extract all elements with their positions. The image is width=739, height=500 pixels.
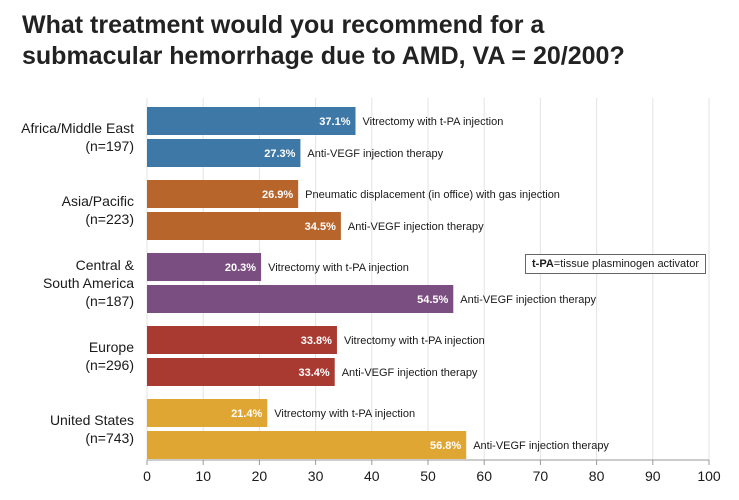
bar (147, 326, 337, 354)
region-label: Africa/Middle East (21, 120, 134, 136)
bar-value-label: 21.4% (231, 408, 262, 420)
x-tick-label: 10 (195, 468, 211, 484)
bar-value-label: 54.5% (417, 294, 448, 306)
region-label: Central & (76, 257, 135, 273)
region-label: (n=187) (85, 293, 134, 309)
x-tick-label: 70 (533, 468, 549, 484)
bar-value-label: 33.4% (299, 367, 330, 379)
title-line-2: submacular hemorrhage due to AMD, VA = 2… (22, 42, 625, 70)
x-tick-label: 20 (252, 468, 268, 484)
bar (147, 180, 299, 208)
bar-value-label: 27.3% (264, 148, 295, 160)
x-tick-label: 40 (364, 468, 380, 484)
bar (147, 431, 467, 459)
bar (147, 358, 335, 386)
abbreviation-note: t-PA=tissue plasminogen activator (525, 254, 707, 274)
chart-title: What treatment would you recommend for a… (22, 10, 722, 72)
x-tick-label: 30 (308, 468, 324, 484)
bar (147, 253, 262, 281)
note-text: =tissue plasminogen activator (553, 258, 700, 270)
bar-treatment-label: Vitrectomy with t-PA injection (274, 408, 415, 420)
x-tick-label: 80 (589, 468, 605, 484)
bar (147, 107, 356, 135)
region-label: (n=197) (85, 138, 134, 154)
bar-treatment-label: Vitrectomy with t-PA injection (344, 335, 485, 347)
bar-value-label: 56.8% (430, 440, 461, 452)
region-label: (n=223) (85, 211, 134, 227)
bar (147, 139, 301, 167)
bar-treatment-label: Vitrectomy with t-PA injection (268, 262, 409, 274)
x-tick-label: 0 (143, 468, 151, 484)
bar (147, 212, 341, 240)
bar-treatment-label: Pneumatic displacement (in office) with … (305, 189, 560, 201)
bar-treatment-label: Vitrectomy with t-PA injection (363, 116, 504, 128)
bar-treatment-label: Anti-VEGF injection therapy (342, 367, 478, 379)
bar-treatment-label: Anti-VEGF injection therapy (460, 294, 596, 306)
note-abbr: t-PA (532, 258, 554, 270)
title-line-1: What treatment would you recommend for a (22, 11, 545, 39)
bar-value-label: 34.5% (305, 221, 336, 233)
bar (147, 285, 454, 313)
bar-treatment-label: Anti-VEGF injection therapy (348, 221, 484, 233)
x-tick-label: 100 (697, 468, 721, 484)
bar-treatment-label: Anti-VEGF injection therapy (473, 440, 609, 452)
bar (147, 399, 268, 427)
x-tick-label: 50 (420, 468, 436, 484)
bar-treatment-label: Anti-VEGF injection therapy (307, 148, 443, 160)
region-label: United States (50, 412, 134, 428)
bar-value-label: 20.3% (225, 262, 256, 274)
bar-value-label: 33.8% (301, 335, 332, 347)
x-tick-label: 90 (645, 468, 661, 484)
region-label: South America (43, 275, 134, 291)
region-label: (n=743) (85, 430, 134, 446)
region-label: (n=296) (85, 357, 134, 373)
bar-value-label: 26.9% (262, 189, 293, 201)
region-label: Europe (89, 339, 134, 355)
region-label: Asia/Pacific (62, 193, 134, 209)
bar-value-label: 37.1% (319, 116, 350, 128)
x-tick-label: 60 (476, 468, 492, 484)
